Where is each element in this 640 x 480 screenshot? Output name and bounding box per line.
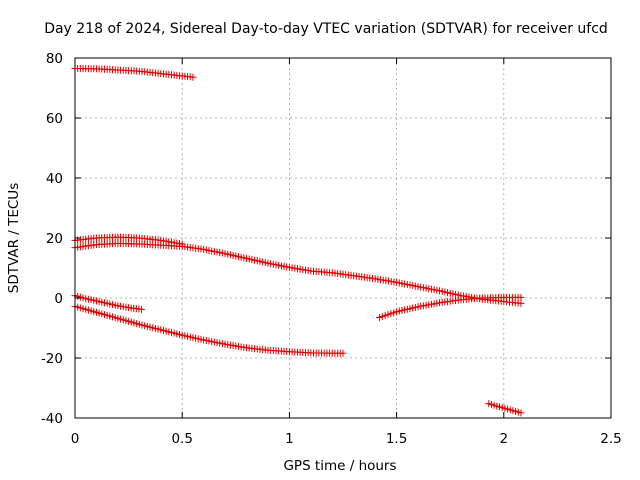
axis-ticks — [74, 57, 612, 419]
series-track-4 — [71, 292, 145, 313]
x-tick-label: 2.5 — [600, 431, 621, 447]
x-tick-label: 1 — [285, 431, 294, 447]
x-tick-label: 1.5 — [386, 431, 407, 447]
y-tick-label: 60 — [46, 111, 63, 127]
y-tick-label: -20 — [41, 351, 63, 367]
data-point — [189, 73, 197, 81]
data-points — [71, 65, 525, 417]
data-point — [137, 305, 145, 313]
chart-title: Day 218 of 2024, Sidereal Day-to-day VTE… — [44, 21, 608, 37]
data-point — [387, 310, 395, 318]
data-point — [378, 313, 386, 321]
y-tick-label: -40 — [41, 411, 63, 427]
data-point — [381, 312, 389, 320]
data-point — [384, 311, 392, 319]
data-point — [517, 409, 525, 417]
y-tick-label: 80 — [46, 51, 63, 67]
y-tick-label: 20 — [46, 231, 63, 247]
data-point — [517, 293, 525, 301]
y-axis-label: SDTVAR / TECUs — [6, 183, 22, 293]
data-point — [339, 349, 347, 357]
x-axis-label: GPS time / hours — [283, 458, 396, 474]
series-track-7 — [485, 400, 525, 417]
series-track-1 — [71, 65, 197, 81]
x-tick-labels: 0 0.5 1 1.5 2 2.5 — [71, 431, 622, 447]
series-track-6 — [375, 293, 525, 321]
data-point — [390, 309, 398, 317]
x-tick-label: 0.5 — [171, 431, 192, 447]
data-point — [517, 299, 525, 307]
grid — [75, 58, 611, 418]
y-tick-label: 40 — [46, 171, 63, 187]
x-tick-label: 0 — [71, 431, 80, 447]
y-tick-labels: -40 -20 0 20 40 60 80 — [41, 51, 63, 427]
series-track-3 — [71, 239, 525, 307]
y-tick-label: 0 — [54, 291, 63, 307]
data-point — [375, 314, 383, 321]
series-track-5 — [71, 302, 347, 357]
x-tick-label: 2 — [500, 431, 509, 447]
